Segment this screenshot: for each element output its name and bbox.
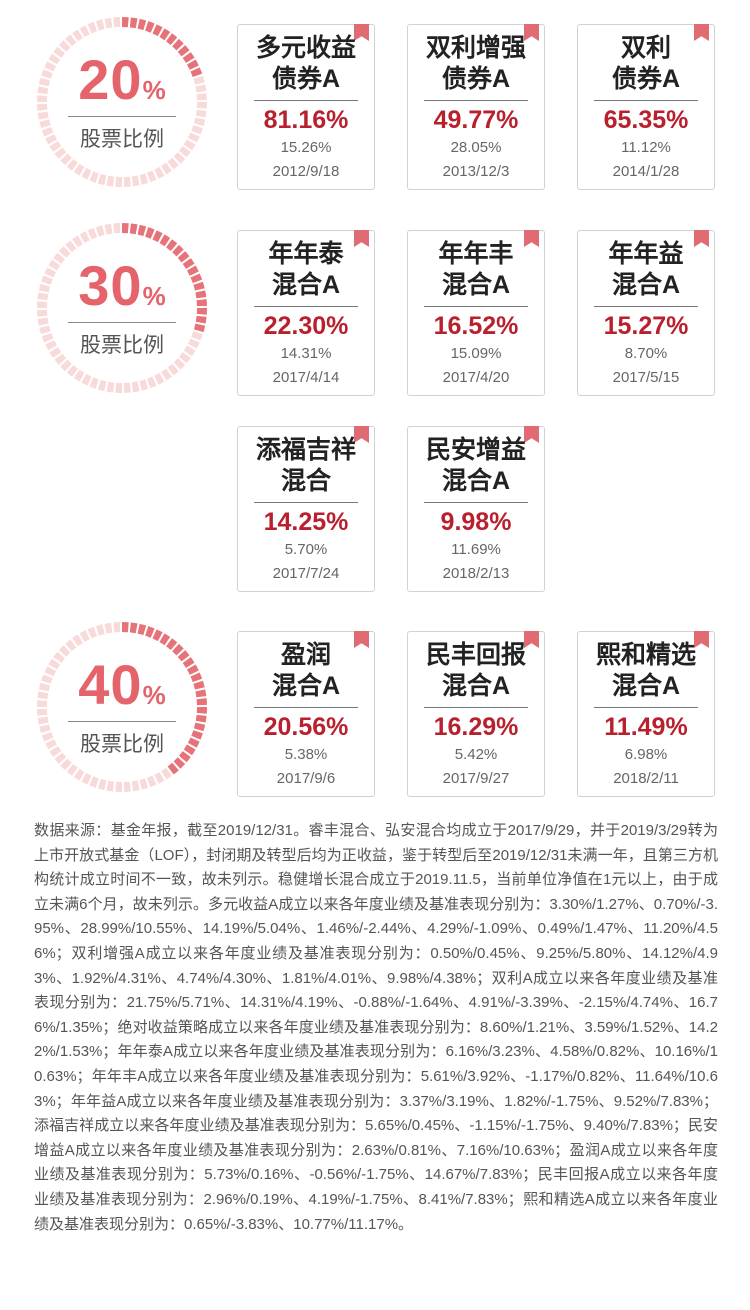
benchmark-return: 5.38% [284,746,328,763]
inception-date: 2013/12/3 [442,163,510,180]
benchmark-return: 15.26% [280,139,332,156]
ring-chart [37,17,207,187]
inception-date: 2017/5/15 [612,369,680,386]
bookmark-icon [694,631,709,648]
data-source-footnote: 数据来源：基金年报，截至2019/12/31。睿丰混合、弘安混合均成立于2017… [34,822,718,1233]
stock-ratio-label: 股票比例 [80,127,164,151]
inception-date: 2018/2/11 [613,770,679,787]
benchmark-return: 11.12% [621,139,671,156]
bookmark-icon [354,24,369,41]
benchmark-return: 14.31% [280,345,332,362]
stock-ratio-ring-20: 20% 股票比例 [32,12,212,192]
fund-name: 年年泰 混合A [268,240,344,299]
fund-return: 65.35% [603,106,689,134]
bookmark-icon [354,426,369,443]
divider [68,321,176,323]
inception-date: 2017/4/14 [272,369,340,386]
fund-return: 9.98% [440,508,512,536]
stock-ratio-ring-40: 40% 股票比例 [32,617,212,797]
ring-chart [37,622,207,792]
bookmark-icon [524,24,539,41]
inception-date: 2017/7/24 [272,565,340,582]
fund-card: 多元收益 债券A 81.16% 15.26% 2012/9/18 [237,24,375,190]
divider [254,306,358,307]
divider [594,306,698,307]
fund-card: 年年益 混合A 15.27% 8.70% 2017/5/15 [577,230,715,396]
fund-return: 16.52% [433,312,519,340]
fund-name: 民丰回报 混合A [425,641,526,700]
fund-card: 年年泰 混合A 22.30% 14.31% 2017/4/14 [237,230,375,396]
benchmark-return: 5.42% [454,746,498,763]
fund-card: 盈润 混合A 20.56% 5.38% 2017/9/6 [237,631,375,797]
fund-name: 盈润 混合A [271,641,341,700]
divider [424,306,528,307]
stock-ratio-label: 股票比例 [80,333,164,357]
benchmark-return: 15.09% [450,345,502,362]
fund-return: 16.29% [433,713,519,741]
fund-name: 双利增强 债券A [425,34,526,93]
fund-return: 11.49% [604,713,688,741]
bookmark-icon [354,230,369,247]
bookmark-icon [354,631,369,648]
divider [254,502,358,503]
fund-card: 双利增强 债券A 49.77% 28.05% 2013/12/3 [407,24,545,190]
stock-ratio-label: 股票比例 [80,732,164,756]
fund-name: 民安增益 混合A [425,436,526,495]
inception-date: 2017/4/20 [442,369,510,386]
fund-name: 年年丰 混合A [438,240,514,299]
benchmark-return: 8.70% [624,345,668,362]
inception-date: 2012/9/18 [272,163,340,180]
fund-return: 15.27% [603,312,689,340]
fund-return: 20.56% [263,713,349,741]
divider [68,720,176,722]
fund-name: 添福吉祥 混合 [255,436,356,495]
divider [254,707,358,708]
fund-return: 81.16% [263,106,349,134]
ring-filled-segment [37,622,207,792]
fund-return: 14.25% [263,508,349,536]
fund-name: 双利 债券A [611,34,681,93]
bookmark-icon [524,230,539,247]
divider [254,100,358,101]
stock-ratio-value: 30% [78,253,166,317]
bookmark-icon [694,24,709,41]
fund-card: 年年丰 混合A 16.52% 15.09% 2017/4/20 [407,230,545,396]
ring-filled-segment [37,17,207,187]
benchmark-return: 5.70% [284,541,328,558]
divider [594,707,698,708]
fund-card: 民安增益 混合A 9.98% 11.69% 2018/2/13 [407,426,545,592]
benchmark-return: 11.69% [451,541,501,558]
benchmark-return: 6.98% [624,746,668,763]
inception-date: 2018/2/13 [442,565,510,582]
fund-card: 民丰回报 混合A 16.29% 5.42% 2017/9/27 [407,631,545,797]
ring-chart [37,223,207,393]
divider [68,115,176,117]
fund-name: 年年益 混合A [608,240,684,299]
fund-return: 22.30% [263,312,349,340]
benchmark-return: 28.05% [450,139,502,156]
inception-date: 2017/9/27 [442,770,510,787]
inception-date: 2017/9/6 [276,770,336,787]
fund-return: 49.77% [433,106,519,134]
stock-ratio-ring-30: 30% 股票比例 [32,218,212,398]
divider [594,100,698,101]
bookmark-icon [694,230,709,247]
divider [424,707,528,708]
inception-date: 2014/1/28 [612,163,680,180]
stock-ratio-value: 20% [78,47,166,111]
bookmark-icon [524,426,539,443]
fund-card: 双利 债券A 65.35% 11.12% 2014/1/28 [577,24,715,190]
fund-card: 添福吉祥 混合 14.25% 5.70% 2017/7/24 [237,426,375,592]
divider [424,502,528,503]
stock-ratio-value: 40% [78,652,166,716]
ring-filled-segment [37,223,207,393]
fund-name: 熙和精选 混合A [595,641,696,700]
divider [424,100,528,101]
fund-card: 熙和精选 混合A 11.49% 6.98% 2018/2/11 [577,631,715,797]
fund-name: 多元收益 债券A [255,34,356,93]
bookmark-icon [524,631,539,648]
